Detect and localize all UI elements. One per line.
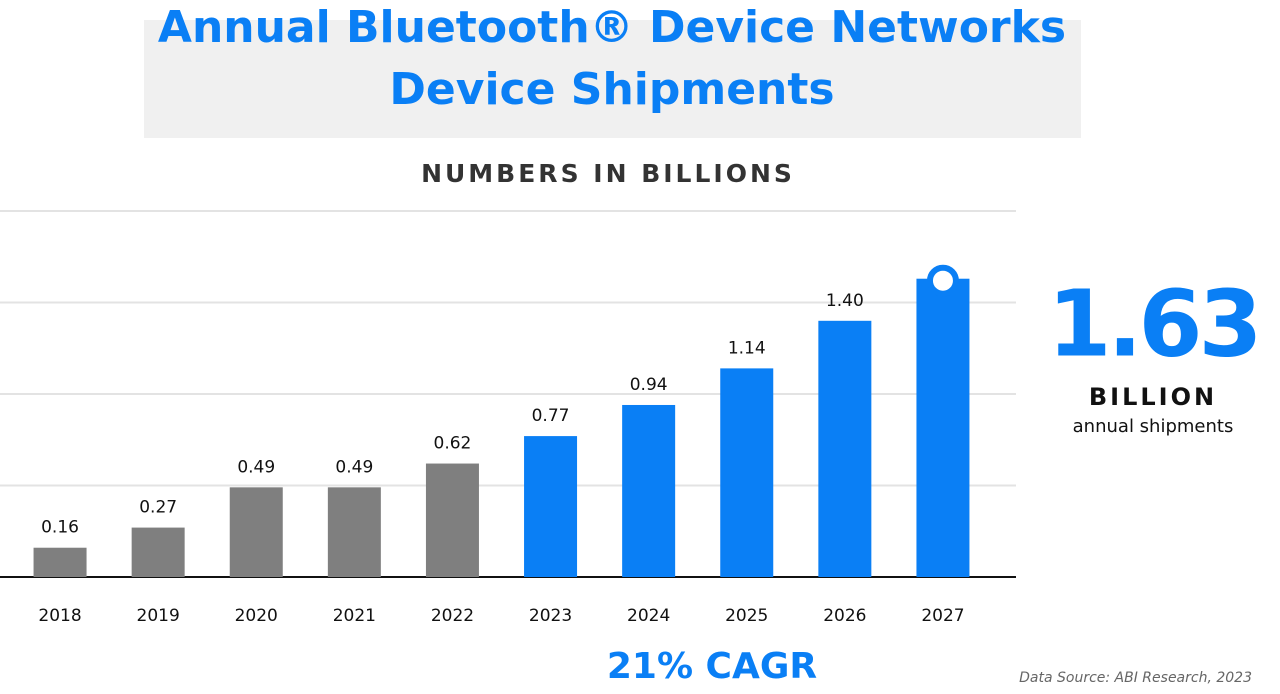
callout-value: 1.63 [1048,270,1259,377]
chart-title: Annual Bluetooth® Device Networks [158,2,1066,53]
value-label: 0.49 [335,457,373,477]
x-tick-label: 2025 [725,606,768,626]
value-label: 0.77 [532,406,570,426]
value-label: 0.27 [139,498,177,518]
x-tick-label: 2023 [529,606,572,626]
bar [425,463,479,577]
bar [720,368,774,577]
x-tick-label: 2027 [921,606,964,626]
x-tick-label: 2026 [823,606,866,626]
callout-text: annual shipments [1073,416,1234,437]
x-tick-label: 2021 [333,606,376,626]
bar [327,487,381,577]
title-box [144,20,1081,138]
cagr-label: 21% CAGR [607,646,817,687]
bar [524,436,578,577]
x-tick-label: 2024 [627,606,670,626]
chart-subtitle: NUMBERS IN BILLIONS [421,159,795,188]
callout-unit: BILLION [1089,383,1217,411]
value-label: 1.14 [728,338,766,358]
bar [818,320,872,577]
x-tick-label: 2019 [137,606,180,626]
value-label: 0.94 [630,375,668,395]
bar [622,404,676,577]
value-label: 1.40 [826,291,864,311]
value-label: 0.62 [434,434,472,454]
value-label: 0.16 [41,518,79,538]
source-note: Data Source: ABI Research, 2023 [1019,670,1252,686]
bar [916,278,970,577]
x-tick-label: 2018 [38,606,81,626]
bar [131,527,185,577]
value-label: 0.49 [237,457,275,477]
bar [229,487,283,577]
bar [33,547,87,577]
bar-marker [926,264,959,297]
chart-title: Device Shipments [389,64,834,115]
x-tick-label: 2020 [235,606,278,626]
x-tick-label: 2022 [431,606,474,626]
